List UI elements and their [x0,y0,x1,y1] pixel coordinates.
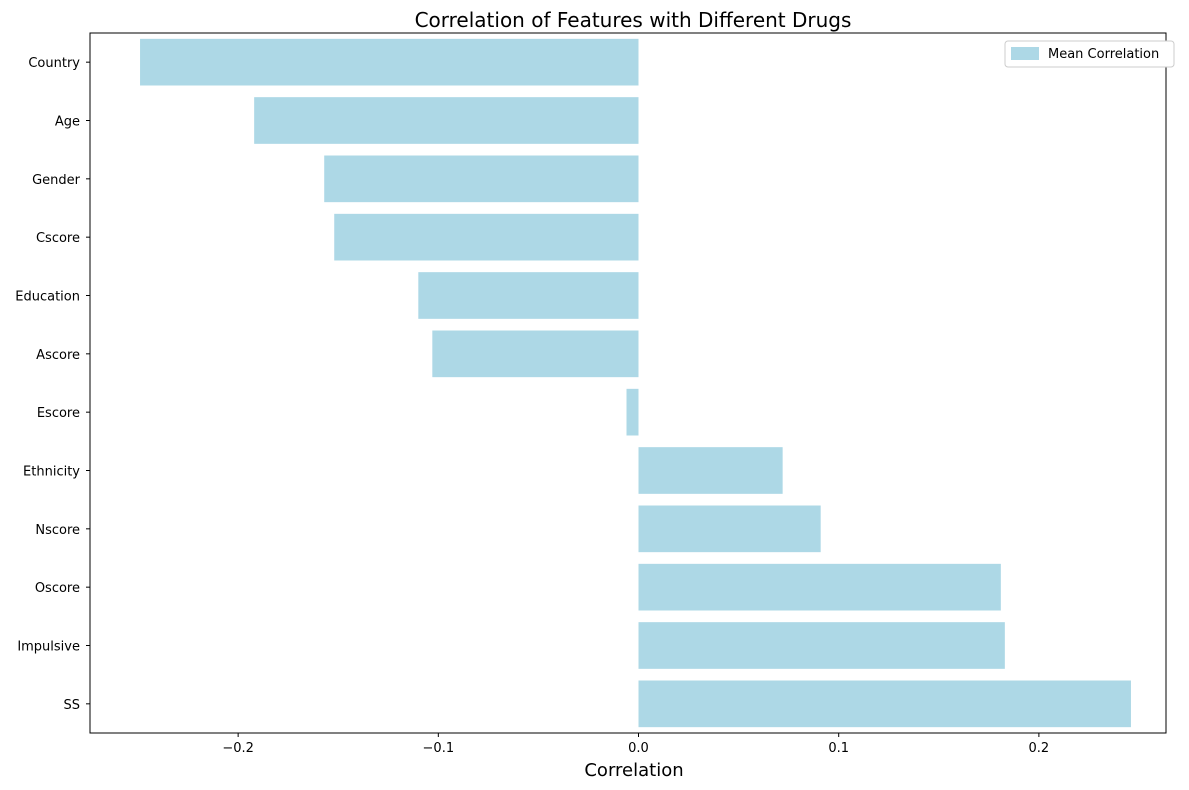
bar-gender [324,155,639,203]
legend: Mean Correlation [1004,40,1175,68]
x-tick-label: 0.1 [828,741,849,756]
chart-title: Correlation of Features with Different D… [415,8,852,32]
legend-swatch [1011,47,1039,60]
bar-ethnicity [638,447,783,494]
legend-frame [1004,40,1175,68]
y-tick-label: SS [63,698,80,713]
bar-ss [638,680,1131,728]
y-tick-label: Escore [37,406,80,421]
bar-ascore [432,330,639,378]
y-tick-label: Ascore [36,348,80,363]
y-tick-label: Cscore [36,231,80,246]
x-axis: −0.2 −0.1 0.0 0.1 0.2 [222,733,1049,756]
y-axis: Country Age Gender Cscore Education Ascore Esc… [15,56,90,713]
x-tick-label: −0.1 [423,741,455,756]
x-tick-label: −0.2 [222,741,254,756]
bar-oscore [638,563,1001,611]
bar-country [140,38,639,86]
bars-group [140,38,1131,728]
bar-impulsive [638,622,1005,669]
y-tick-label: Education [15,290,80,305]
legend-label: Mean Correlation [1048,47,1159,62]
y-tick-label: Gender [32,173,81,188]
y-tick-label: Nscore [35,523,80,538]
bar-age [254,97,639,144]
bar-nscore [638,505,821,553]
y-tick-label: Country [28,56,80,71]
bar-cscore [334,213,639,261]
y-tick-label: Ethnicity [23,465,80,480]
x-tick-label: 0.2 [1029,741,1050,756]
y-tick-label: Age [55,115,80,130]
bar-escore [626,388,639,436]
y-tick-label: Impulsive [17,640,80,655]
y-tick-label: Oscore [35,581,80,596]
bar-education [418,272,639,319]
plot-frame [89,32,1167,734]
x-tick-label: 0.0 [628,741,649,756]
x-axis-label: Correlation [584,760,683,781]
